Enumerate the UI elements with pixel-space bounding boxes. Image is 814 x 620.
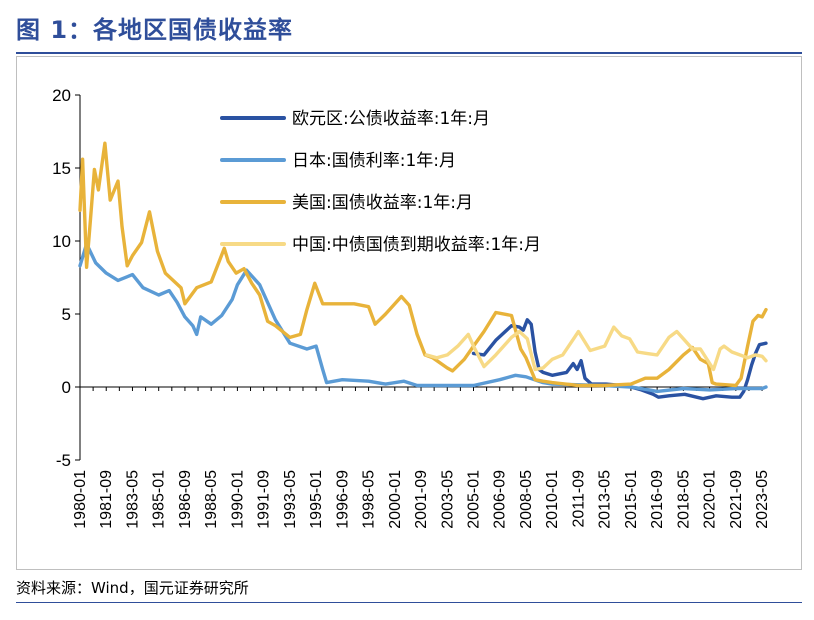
- x-tick-label: 2018-05: [675, 470, 692, 529]
- x-tick-label: 1985-01: [151, 470, 168, 529]
- x-tick-label: 1983-05: [124, 470, 141, 529]
- x-tick-label: 2021-09: [728, 470, 745, 529]
- y-tick-label: -5: [56, 451, 71, 470]
- y-tick-label: 0: [62, 378, 71, 397]
- legend-label: 欧元区:公债收益率:1年:月: [292, 109, 490, 129]
- x-tick-label: 2010-01: [544, 470, 561, 529]
- title-rule: [16, 52, 802, 54]
- y-tick-label: 15: [52, 159, 71, 178]
- legend-label: 中国:中债国债到期收益率:1年:月: [292, 235, 541, 255]
- x-tick-label: 1993-05: [282, 470, 299, 529]
- x-tick-label: 2003-05: [439, 470, 456, 529]
- x-tick-label: 2013-05: [597, 470, 614, 529]
- x-tick-label: 1998-05: [361, 470, 378, 529]
- series-line-3: [424, 325, 768, 372]
- source-note: 资料来源：Wind，国元证券研究所: [16, 579, 249, 597]
- x-tick-label: 1980-01: [72, 470, 89, 529]
- x-tick-label: 2006-09: [492, 470, 509, 529]
- series-line-1: [78, 242, 768, 394]
- x-tick-label: 1995-01: [308, 470, 325, 529]
- series-line-2: [78, 141, 768, 388]
- y-tick-label: 5: [62, 305, 71, 324]
- x-tick-label: 1990-01: [229, 470, 246, 529]
- source-rule: [16, 602, 802, 603]
- chart-frame: [16, 56, 802, 570]
- x-tick-label: 2023-05: [754, 470, 771, 529]
- x-tick-label: 2020-01: [702, 470, 719, 529]
- x-tick-label: 1986-09: [177, 470, 194, 529]
- x-tick-label: 2008-05: [518, 470, 535, 529]
- x-tick-label: 2015-01: [623, 470, 640, 529]
- x-tick-label: 2016-09: [649, 470, 666, 529]
- y-tick-label: 20: [52, 86, 71, 105]
- x-tick-label: 1988-05: [203, 470, 220, 529]
- x-tick-label: 2011-09: [570, 470, 587, 528]
- x-tick-label: 2000-01: [387, 470, 404, 529]
- x-tick-label: 2005-01: [465, 470, 482, 529]
- x-tick-label: 1991-09: [256, 470, 273, 529]
- x-tick-label: 2001-09: [413, 470, 430, 529]
- legend-label: 美国:国债收益率:1年:月: [292, 193, 473, 213]
- legend-label: 日本:国债利率:1年:月: [292, 151, 456, 171]
- x-tick-label: 1981-09: [98, 470, 115, 529]
- x-tick-label: 1996-09: [334, 470, 351, 529]
- y-tick-label: 10: [52, 232, 71, 251]
- figure-title: 图 1：各地区国债收益率: [16, 16, 294, 44]
